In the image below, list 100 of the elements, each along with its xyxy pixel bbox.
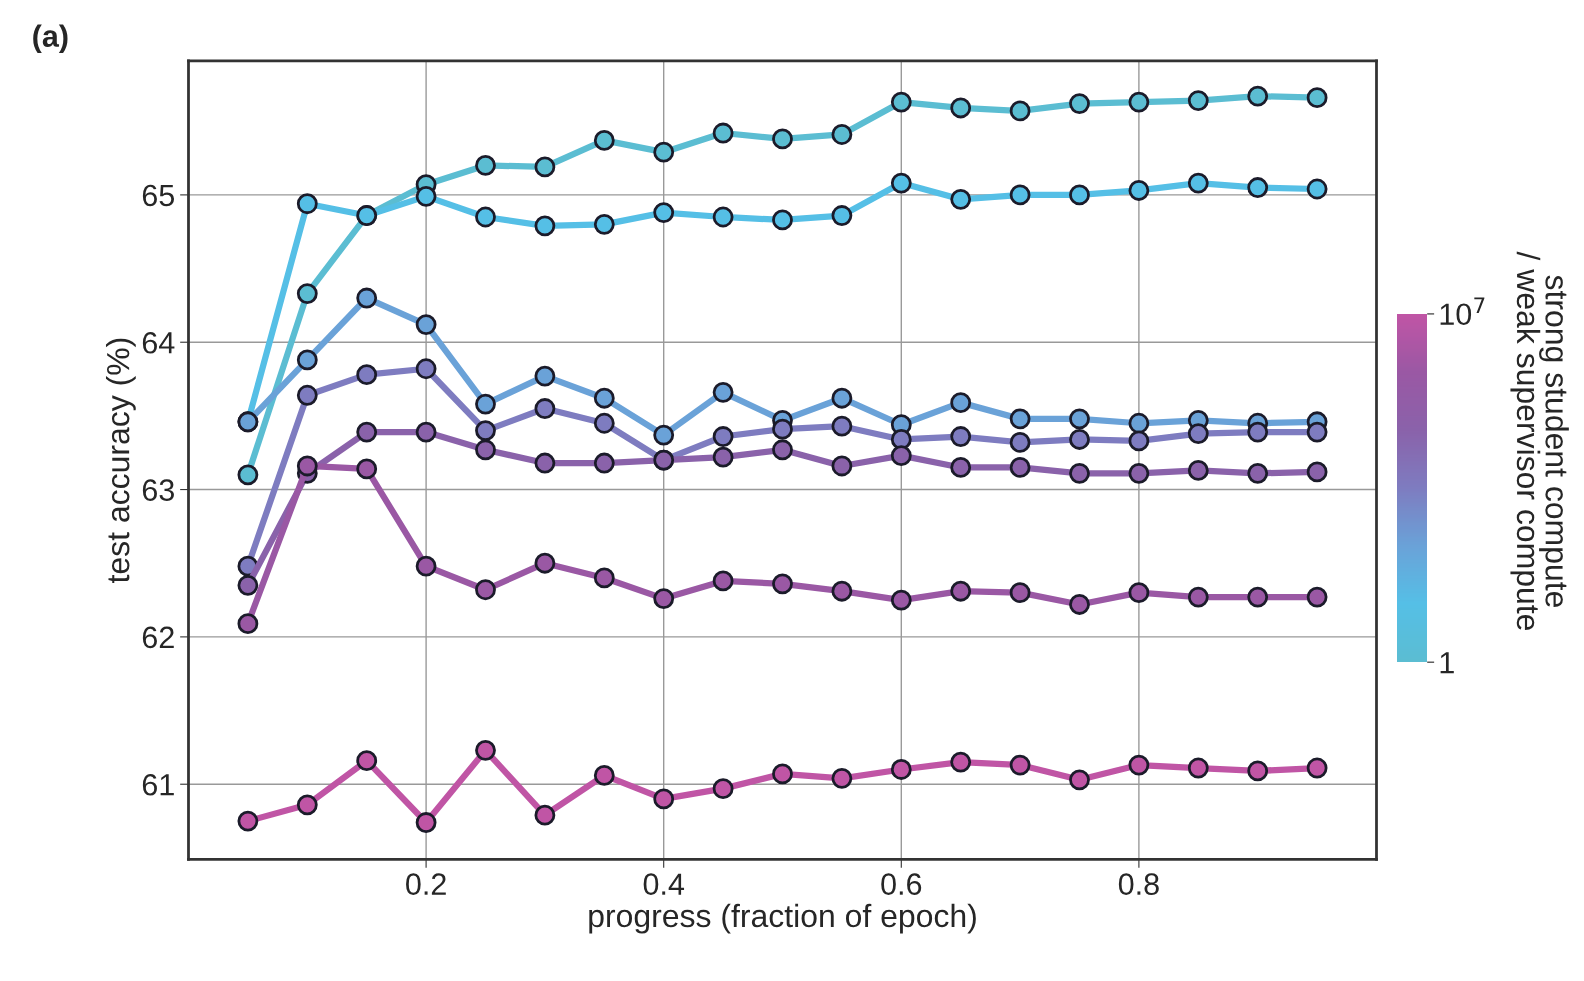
point [1128,180,1150,201]
point [593,387,615,409]
point [772,439,793,461]
point [712,426,734,447]
point [1306,586,1328,608]
point [534,215,556,237]
x-tick-label: 0.8 [1118,873,1159,895]
point [296,349,318,371]
point [593,412,615,434]
y-tick-label: 62 [142,626,174,649]
point [534,156,556,178]
point [1306,757,1328,779]
point [772,128,793,150]
point [950,580,972,602]
point [415,314,437,335]
point [1247,177,1269,198]
point [1069,462,1090,484]
point [712,570,734,592]
y-tick-label: 61 [142,773,174,796]
point [1187,172,1209,194]
color-bar-title: strong student compute / weak supervisor compute [1510,251,1569,631]
point [237,613,259,635]
point [475,739,496,761]
point [356,421,378,443]
point [653,788,675,810]
point [831,415,853,437]
point [475,579,496,601]
point [772,209,793,231]
point [1306,421,1328,443]
point [1069,408,1090,430]
point [534,398,556,419]
point [1247,85,1269,107]
point [1128,582,1150,604]
point [772,418,793,440]
point [831,387,853,409]
point [593,452,615,474]
point [1128,462,1150,484]
point [296,283,318,305]
point [1128,754,1150,776]
point [475,420,496,442]
point [1009,431,1031,453]
point [356,458,378,480]
point [1128,91,1150,113]
point [772,573,793,595]
point [831,205,853,226]
x-axis-title: progress (fraction of epoch) [589,903,976,934]
point [296,384,318,406]
point [475,206,496,228]
point [890,91,912,113]
point [950,188,972,210]
y-tick-label: 64 [142,331,175,354]
x-tick-label: 0.4 [643,873,685,895]
point [1069,594,1090,615]
point [1187,757,1209,779]
point [712,446,734,468]
point [415,555,437,577]
point [415,812,437,833]
point [356,364,378,386]
point [1247,760,1269,782]
point [1306,87,1328,109]
point [415,358,437,380]
point [1069,429,1090,450]
point [1069,769,1090,791]
point [831,124,853,145]
point [534,552,556,574]
point [593,764,615,786]
point [890,589,912,611]
point [593,213,615,235]
point [653,202,675,223]
point [475,439,496,461]
point [831,455,853,477]
point [296,794,318,816]
point [1069,184,1090,206]
point [356,287,378,309]
point [237,464,259,486]
point [1128,430,1150,452]
point [831,767,853,789]
point [1247,421,1269,443]
color-bar-label: 10$^{7}$ [1440,297,1485,326]
point [950,392,972,414]
y-tick-label: 65 [142,184,175,207]
point [593,567,615,589]
point [475,393,496,415]
point [1128,412,1150,434]
chart-title: (a) [33,24,68,54]
point [1069,93,1090,114]
point [712,381,734,403]
point [1187,459,1209,481]
point [1247,586,1269,608]
point [890,172,912,194]
point [950,751,972,773]
point [1306,461,1328,483]
point [296,193,318,215]
point [534,804,556,826]
point [1187,586,1209,608]
point [1009,582,1031,604]
point [534,365,556,387]
point [534,452,556,474]
point [1009,184,1031,206]
point [712,778,734,800]
